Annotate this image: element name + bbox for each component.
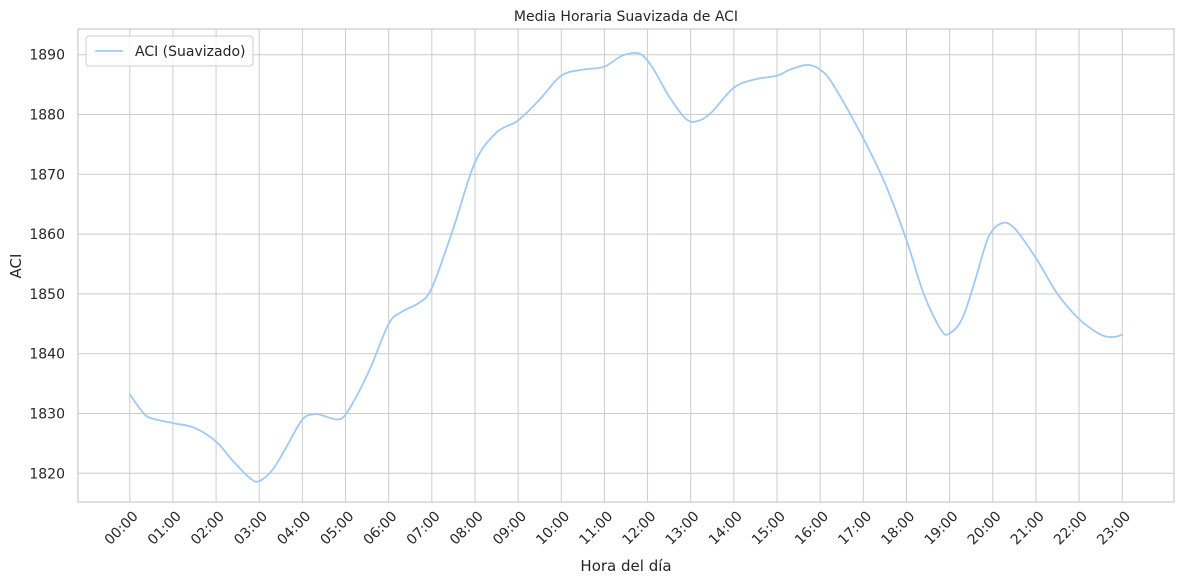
x-tick-label: 02:00 [188,509,228,549]
y-tick-label: 1890 [29,48,65,64]
grid-lines [78,29,1174,502]
y-axis-label: ACI [7,254,25,279]
x-tick-label: 05:00 [318,509,358,549]
plot-frame [77,28,1175,503]
x-tick-label: 16:00 [792,509,832,549]
x-tick-label: 04:00 [274,509,314,549]
y-tick-label: 1870 [29,167,65,183]
chart-title: Media Horaria Suavizada de ACI [514,9,738,25]
x-tick-label: 17:00 [835,509,875,549]
x-tick-label: 19:00 [922,509,962,549]
x-tick-label: 09:00 [490,509,530,549]
x-tick-label: 00:00 [102,509,142,549]
y-tick-label: 1830 [29,406,65,422]
x-tick-label: 07:00 [404,509,444,549]
x-tick-label: 20:00 [965,509,1005,549]
y-tick-label: 1850 [29,287,65,303]
legend-label: ACI (Suavizado) [135,44,246,60]
x-tick-label: 11:00 [576,509,616,549]
series-line [128,51,1124,483]
x-tick-label: 06:00 [361,509,401,549]
x-tick-label: 01:00 [145,509,185,549]
x-axis-label: Hora del día [580,557,671,575]
x-tick-label: 10:00 [533,509,573,549]
x-tick-label: 08:00 [447,509,487,549]
x-tick-label: 23:00 [1094,509,1134,549]
legend-box [85,35,254,67]
y-tick-label: 1840 [29,347,65,363]
y-tick-label: 1860 [29,227,65,243]
y-tick-label: 1820 [29,466,65,482]
series-lines [128,51,1124,483]
x-tick-label: 18:00 [878,509,918,549]
x-tick-label: 12:00 [620,509,660,549]
x-tick-label: 15:00 [749,509,789,549]
plot-area [78,29,1174,502]
x-tick-label: 13:00 [663,509,703,549]
x-tick-labels: 00:00 01:00 02:00 03:00 04:00 05:00 06:00 07:00… [102,509,1134,549]
legend: ACI (Suavizado) [85,35,254,67]
x-tick-label: 03:00 [231,509,271,549]
x-tick-label: 14:00 [706,509,746,549]
x-tick-label: 21:00 [1008,509,1048,549]
x-tick-label: 22:00 [1051,509,1091,549]
y-tick-label: 1880 [29,108,65,124]
y-tick-labels: 1820 1830 1840 1850 1860 1870 1880 1890 [29,48,65,483]
